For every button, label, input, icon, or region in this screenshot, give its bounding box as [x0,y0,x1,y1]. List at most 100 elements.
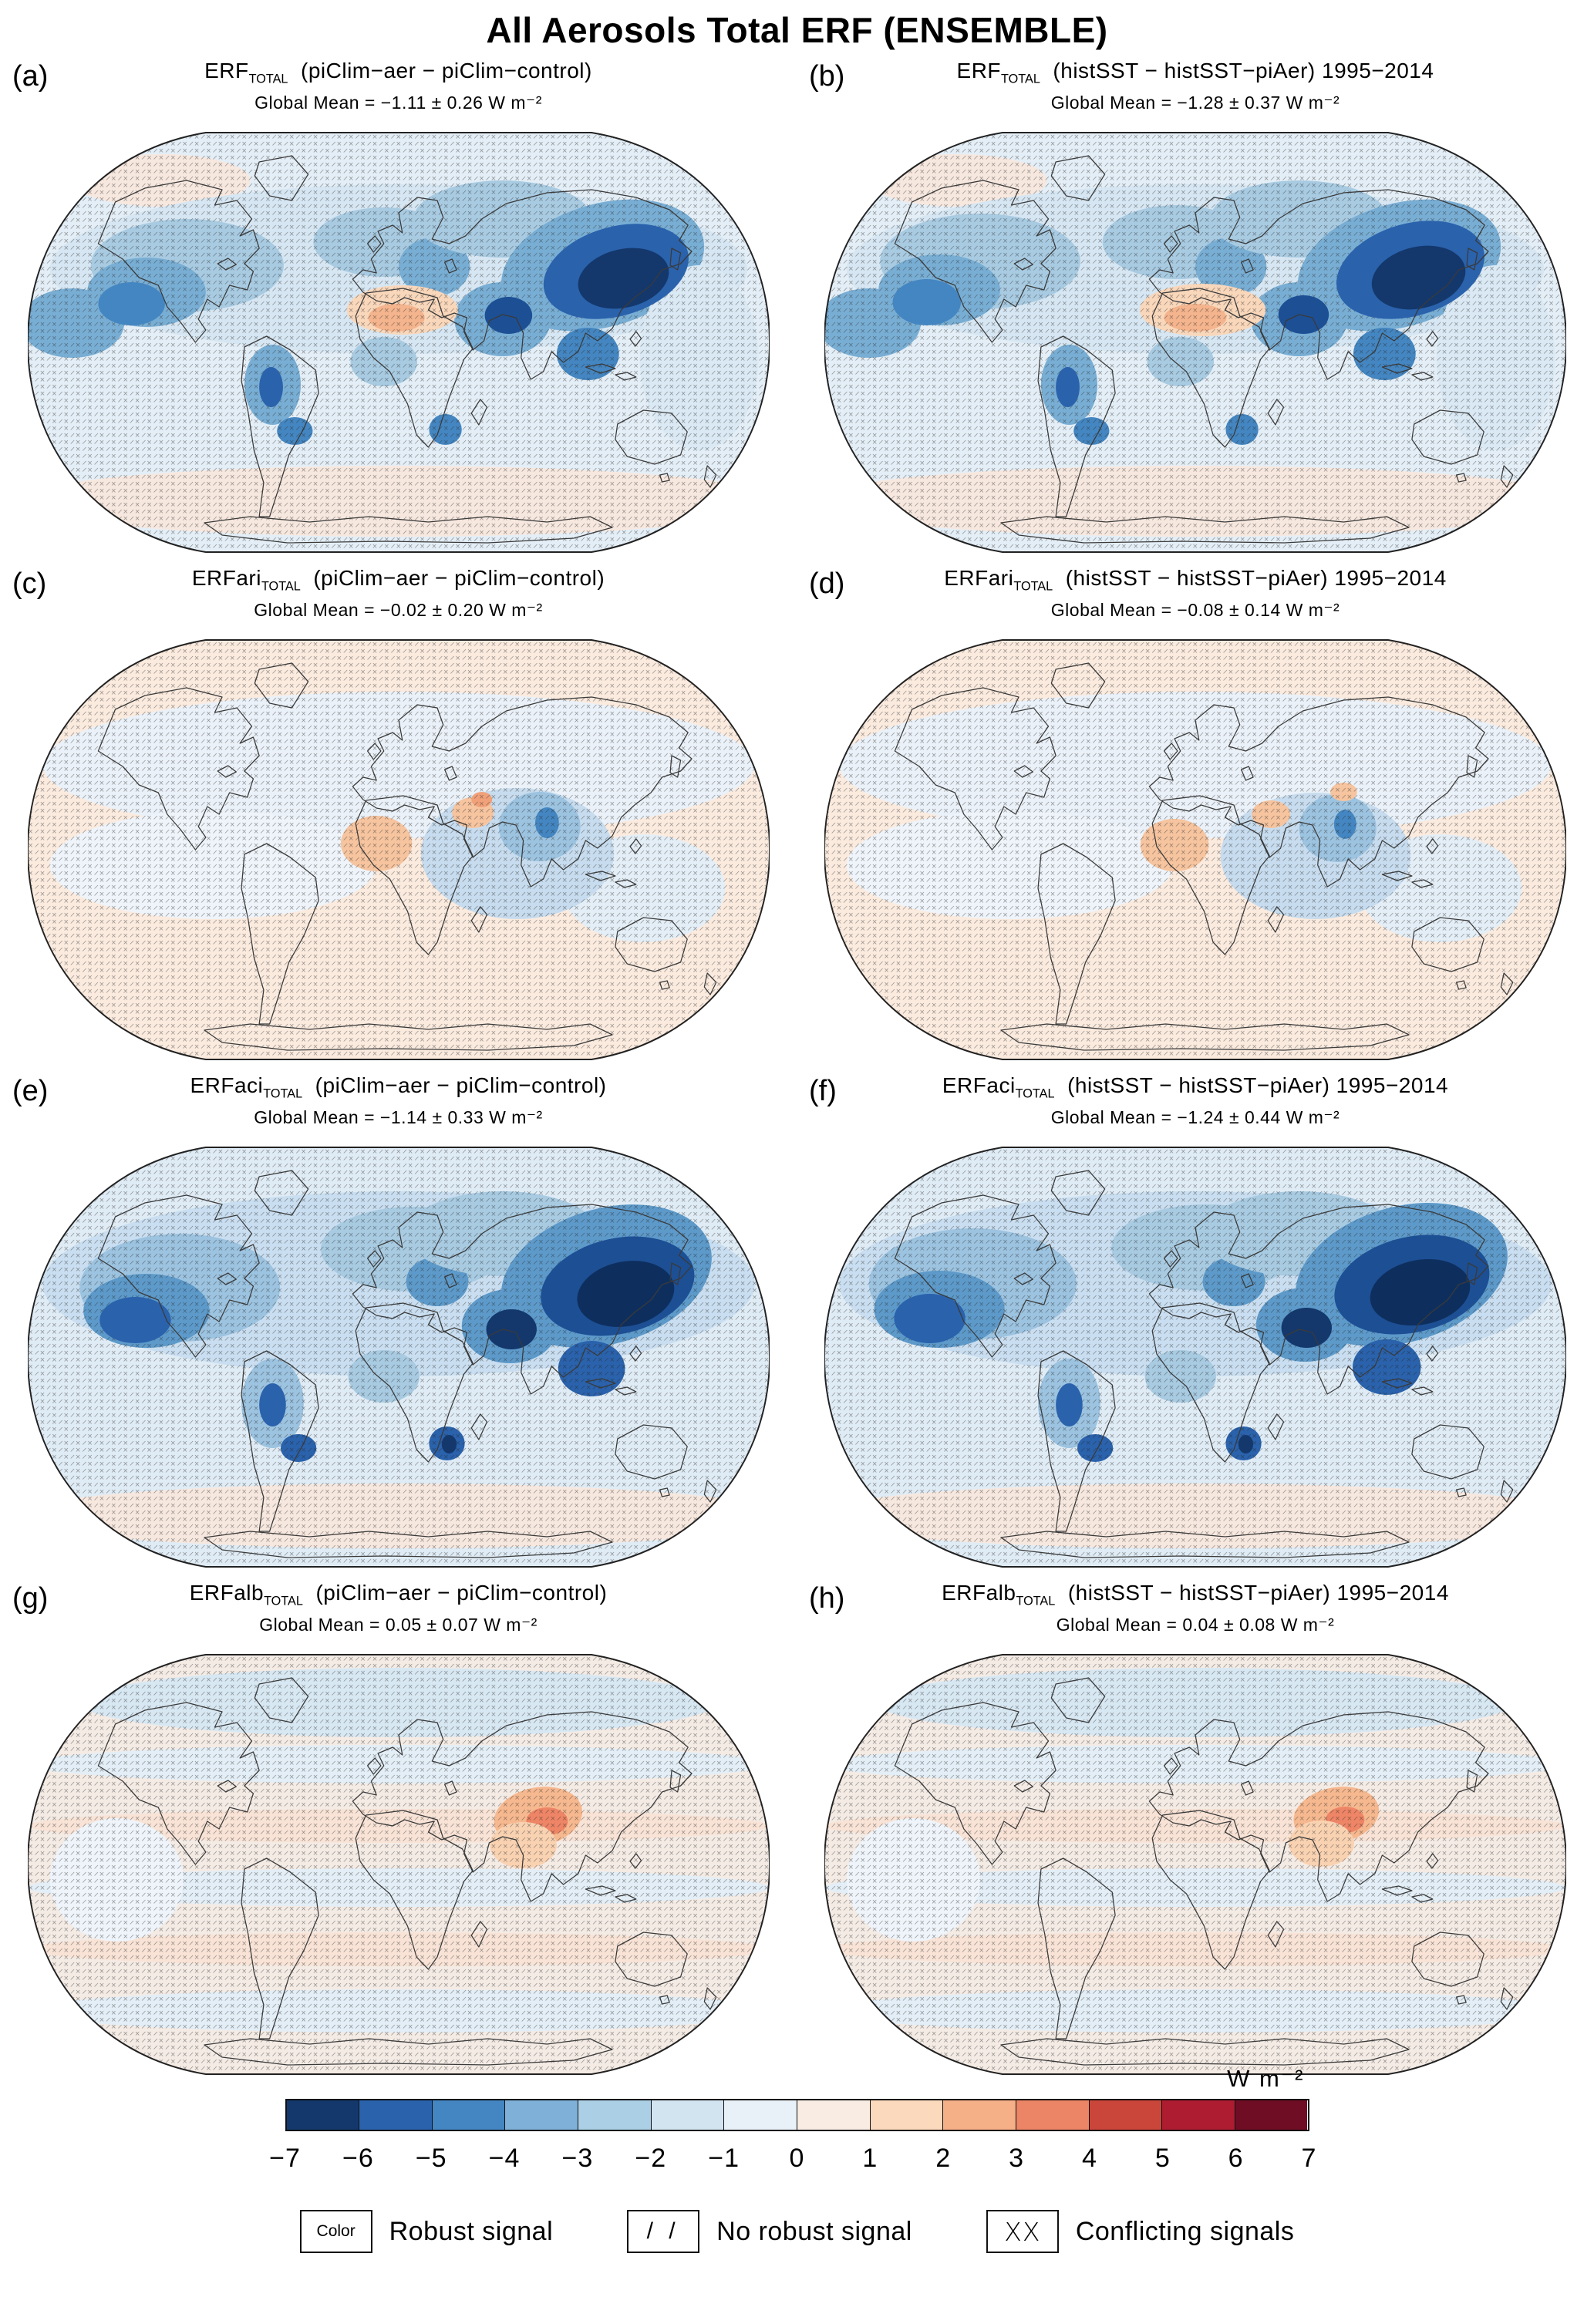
panel-titles: ERFTOTAL (piClim−aer − piClim−control) G… [0,56,797,113]
colorbar-tick-3: 3 [1009,2144,1025,2173]
panel-title: ERFaciTOTAL (histSST − histSST−piAer) 19… [942,1073,1449,1101]
panel-experiment: (piClim−aer − piClim−control) [313,566,605,590]
panel-experiment: (piClim−aer − piClim−control) [315,1581,608,1605]
panel-header: (e) ERFaciTOTAL (piClim−aer − piClim−con… [0,1070,797,1141]
panel-title-subscript: TOTAL [1001,72,1040,86]
map-panel-b: (b) ERFTOTAL (histSST − histSST−piAer) 1… [797,56,1594,563]
panel-header: (g) ERFalbTOTAL (piClim−aer − piClim−con… [0,1578,797,1649]
panel-title-subscript: TOTAL [264,1594,303,1608]
panel-header: (f) ERFaciTOTAL (histSST − histSST−piAer… [797,1070,1594,1141]
panel-experiment: (histSST − histSST−piAer) 1995−2014 [1053,59,1434,83]
colorbar-cell-8 [870,2100,944,2130]
panel-label: (b) [809,60,845,93]
panel-header: (d) ERFariTOTAL (histSST − histSST−piAer… [797,563,1594,634]
panel-label: (h) [809,1582,845,1615]
panel-title-subscript: TOTAL [1013,579,1053,594]
colorbar-tick-−2: −2 [635,2144,667,2173]
colorbar-unit-label: W m⁻² [1227,2065,1305,2092]
colorbar-tick-−6: −6 [342,2144,374,2173]
world-map [824,639,1566,1060]
world-map [27,132,770,553]
panel-titles: ERFaciTOTAL (piClim−aer − piClim−control… [0,1070,797,1128]
panel-header: (a) ERFTOTAL (piClim−aer − piClim−contro… [0,56,797,126]
panel-experiment: (histSST − histSST−piAer) 1995−2014 [1067,1581,1449,1605]
colorbar-tick-6: 6 [1228,2144,1244,2173]
panel-title: ERFTOTAL (piClim−aer − piClim−control) [204,59,592,86]
map-panel-c: (c) ERFariTOTAL (piClim−aer − piClim−con… [0,563,797,1070]
panel-header: (h) ERFalbTOTAL (histSST − histSST−piAer… [797,1578,1594,1649]
legend-symbol-crosses: XX [986,2210,1059,2253]
panel-header: (c) ERFariTOTAL (piClim−aer − piClim−con… [0,563,797,634]
panel-titles: ERFaciTOTAL (histSST − histSST−piAer) 19… [797,1070,1594,1128]
panel-header: (b) ERFTOTAL (histSST − histSST−piAer) 1… [797,56,1594,126]
world-map [824,1147,1566,1568]
panel-experiment: (piClim−aer − piClim−control) [301,59,592,83]
colorbar-cell-7 [797,2100,871,2130]
panels-grid: (a) ERFTOTAL (piClim−aer − piClim−contro… [0,56,1594,2085]
panel-title-subscript: TOTAL [261,579,301,594]
colorbar-tick-4: 4 [1081,2144,1097,2173]
panel-titles: ERFalbTOTAL (piClim−aer − piClim−control… [0,1578,797,1635]
colorbar-cell-3 [505,2100,579,2130]
colorbar-cell-1 [359,2100,433,2130]
colorbar-cell-12 [1162,2100,1235,2130]
panel-titles: ERFalbTOTAL (histSST − histSST−piAer) 19… [797,1578,1594,1635]
map-panel-g: (g) ERFalbTOTAL (piClim−aer − piClim−con… [0,1578,797,2085]
colorbar-cell-11 [1089,2100,1163,2130]
hatching-legend: Color Robust signal / / No robust signal XX C… [0,2210,1594,2253]
panel-title: ERFalbTOTAL (histSST − histSST−piAer) 19… [942,1581,1449,1608]
colorbar-cell-4 [578,2100,652,2130]
map-panel-d: (d) ERFariTOTAL (histSST − histSST−piAer… [797,563,1594,1070]
panel-global-mean: Global Mean = −0.02 ± 0.20 W m⁻² [254,599,543,620]
panel-title: ERFTOTAL (histSST − histSST−piAer) 1995−… [956,59,1434,86]
colorbar-tick-−3: −3 [561,2144,594,2173]
colorbar-cell-0 [286,2100,360,2130]
legend-label-crosses: Conflicting signals [1075,2216,1295,2246]
colorbar [285,2099,1309,2131]
panel-titles: ERFTOTAL (histSST − histSST−piAer) 1995−… [797,56,1594,113]
panel-title: ERFaciTOTAL (piClim−aer − piClim−control… [190,1073,607,1101]
figure-title: All Aerosols Total ERF (ENSEMBLE) [486,10,1108,50]
colorbar-section: W m⁻² −7 −6 −5 −4 −3 −2 −1 0 1 2 3 4 5 6 7 [269,2065,1316,2184]
map-panel-f: (f) ERFaciTOTAL (histSST − histSST−piAer… [797,1070,1594,1578]
colorbar-cell-10 [1016,2100,1090,2130]
colorbar-tick-7: 7 [1301,2144,1317,2173]
legend-symbol-slashes: / / [627,2210,700,2253]
panel-experiment: (histSST − histSST−piAer) 1995−2014 [1067,1073,1449,1097]
colorbar-tick-5: 5 [1154,2144,1171,2173]
world-map [27,639,770,1060]
panel-titles: ERFariTOTAL (histSST − histSST−piAer) 19… [797,563,1594,621]
colorbar-tick-−1: −1 [708,2144,740,2173]
panel-title-subscript: TOTAL [1015,1086,1055,1101]
colorbar-cell-9 [943,2100,1016,2130]
legend-item-color: Color Robust signal [299,2210,554,2253]
colorbar-cell-13 [1235,2100,1308,2130]
panel-label: (e) [12,1075,49,1107]
colorbar-cell-2 [432,2100,506,2130]
panel-title: ERFariTOTAL (piClim−aer − piClim−control… [191,566,605,594]
world-map [824,132,1566,553]
panel-titles: ERFariTOTAL (piClim−aer − piClim−control… [0,563,797,621]
map-panel-h: (h) ERFalbTOTAL (histSST − histSST−piAer… [797,1578,1594,2085]
world-map [27,1147,770,1568]
panel-label: (d) [809,568,845,600]
panel-label: (g) [12,1582,49,1615]
colorbar-tick-−4: −4 [488,2144,521,2173]
colorbar-tick-2: 2 [935,2144,952,2173]
panel-global-mean: Global Mean = −1.11 ± 0.26 W m⁻² [254,92,542,113]
panel-title: ERFalbTOTAL (piClim−aer − piClim−control… [189,1581,608,1608]
panel-label: (c) [12,568,47,600]
panel-experiment: (histSST − histSST−piAer) 1995−2014 [1065,566,1447,590]
panel-title-subscript: TOTAL [263,1086,303,1101]
legend-label-color: Robust signal [389,2216,554,2246]
panel-title: ERFariTOTAL (histSST − histSST−piAer) 19… [944,566,1447,594]
panel-global-mean: Global Mean = −1.14 ± 0.33 W m⁻² [254,1106,543,1127]
panel-global-mean: Global Mean = −1.24 ± 0.44 W m⁻² [1050,1106,1340,1127]
panel-global-mean: Global Mean = 0.05 ± 0.07 W m⁻² [259,1614,538,1635]
map-panel-a: (a) ERFTOTAL (piClim−aer − piClim−contro… [0,56,797,563]
panel-global-mean: Global Mean = −0.08 ± 0.14 W m⁻² [1050,599,1340,620]
panel-global-mean: Global Mean = 0.04 ± 0.08 W m⁻² [1056,1614,1335,1635]
panel-title-subscript: TOTAL [1016,1594,1056,1608]
panel-experiment: (piClim−aer − piClim−control) [315,1073,607,1097]
